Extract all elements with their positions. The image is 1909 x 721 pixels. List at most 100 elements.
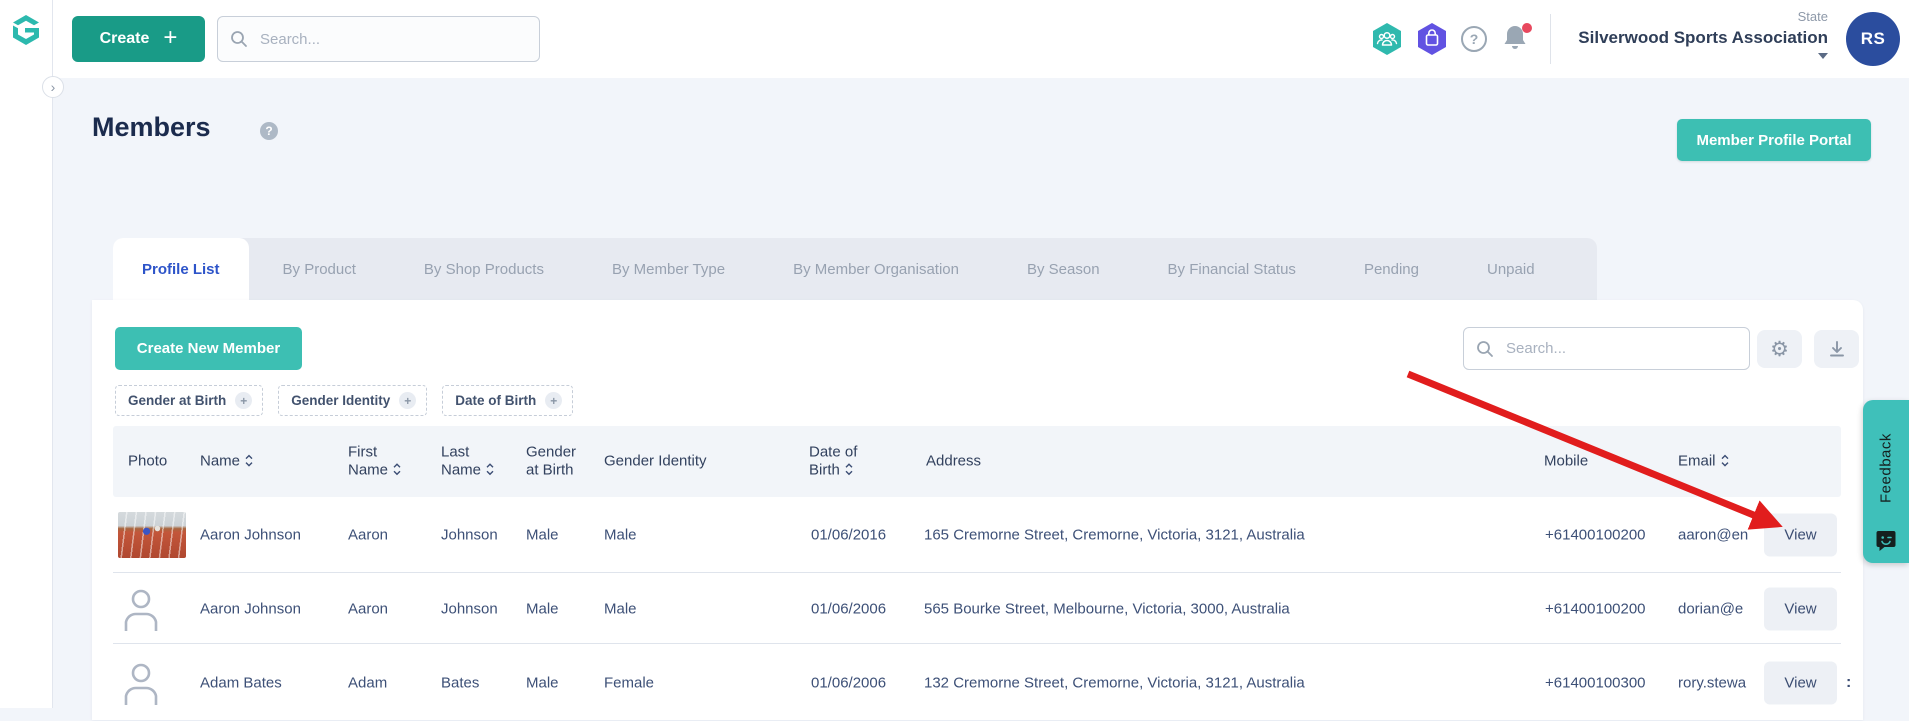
- column-header-mobile: Mobile: [1544, 452, 1589, 470]
- feedback-label: Feedback: [1877, 433, 1895, 503]
- sort-icon: [1721, 454, 1729, 467]
- chevron-down-icon: [1818, 53, 1828, 59]
- column-header-photo: Photo: [128, 452, 168, 470]
- membership-hub-button[interactable]: [1371, 22, 1403, 56]
- cell-gender-at-birth: Male: [526, 674, 559, 691]
- create-button-label: Create: [99, 30, 150, 47]
- feedback-smiley-icon: [1876, 531, 1896, 551]
- content-card: Create New Member ⚙ Gender at Birth + Ge…: [92, 300, 1863, 720]
- tab-by-shop-products[interactable]: By Shop Products: [423, 260, 544, 278]
- column-header-date-of-birth[interactable]: Date of Birth: [809, 442, 858, 479]
- shop-hub-button[interactable]: [1416, 22, 1448, 56]
- org-selector[interactable]: State Silverwood Sports Association: [1560, 9, 1828, 66]
- cell-email: dorian@e: [1678, 600, 1744, 617]
- column-header-name[interactable]: Name: [200, 452, 254, 471]
- tab-by-member-organisation[interactable]: By Member Organisation: [793, 260, 959, 278]
- view-button[interactable]: View: [1764, 587, 1837, 630]
- filter-chip-gender-identity[interactable]: Gender Identity +: [278, 385, 428, 416]
- bell-icon: [1504, 26, 1526, 49]
- feedback-tab[interactable]: Feedback: [1863, 400, 1909, 563]
- view-button[interactable]: View: [1764, 513, 1837, 556]
- create-button[interactable]: Create +: [72, 16, 205, 62]
- search-icon: [231, 31, 247, 47]
- sort-icon: [245, 454, 253, 467]
- user-avatar[interactable]: RS: [1846, 12, 1900, 66]
- avatar-placeholder-icon: [124, 589, 158, 631]
- cell-gender-identity: Female: [604, 674, 655, 691]
- column-header-gender-identity: Gender Identity: [604, 452, 707, 470]
- filter-chip-date-of-birth[interactable]: Date of Birth +: [442, 385, 574, 416]
- avatar-placeholder-icon: [124, 663, 158, 705]
- gameday-logo: [13, 15, 39, 45]
- create-new-member-button[interactable]: Create New Member: [115, 327, 302, 370]
- cell-gender-at-birth: Male: [526, 600, 559, 617]
- cell-first-name: Aaron: [348, 526, 389, 543]
- add-filter-icon: +: [399, 392, 417, 409]
- cell-gender-identity: Male: [604, 526, 637, 543]
- org-level-label: State: [1797, 9, 1828, 24]
- column-header-last-name[interactable]: Last Name: [441, 443, 505, 481]
- cell-date-of-birth: 01/06/2016: [811, 526, 887, 543]
- tab-by-season[interactable]: By Season: [1026, 260, 1100, 278]
- membership-hexagon-icon: [1373, 23, 1401, 55]
- sort-icon: [845, 463, 853, 476]
- cell-first-name: Adam: [348, 674, 388, 691]
- member-profile-portal-button[interactable]: Member Profile Portal: [1677, 119, 1871, 161]
- cell-gender-at-birth: Male: [526, 526, 559, 543]
- view-button[interactable]: View: [1764, 661, 1837, 704]
- tab-by-product[interactable]: By Product: [282, 260, 356, 278]
- cell-mobile: +61400100200: [1545, 600, 1646, 617]
- cell-address: 132 Cremorne Street, Cremorne, Victoria,…: [924, 674, 1305, 691]
- avatar-initials: RS: [1860, 29, 1886, 48]
- help-button[interactable]: ?: [1461, 26, 1487, 52]
- sort-icon: [393, 463, 401, 476]
- notification-dot: [1522, 23, 1532, 33]
- cell-email: aaron@en: [1678, 526, 1749, 543]
- sidebar: [0, 0, 53, 708]
- table-settings-button[interactable]: ⚙: [1757, 330, 1802, 368]
- download-button[interactable]: [1814, 330, 1859, 368]
- tab-unpaid[interactable]: Unpaid: [1487, 260, 1535, 278]
- table-row: Adam Bates Adam Bates Male Female 01/06/…: [113, 643, 1851, 721]
- topbar: Create +: [0, 0, 1909, 78]
- cell-date-of-birth: 01/06/2006: [811, 600, 887, 617]
- cell-email: rory.stewa: [1678, 674, 1747, 691]
- cell-first-name: Aaron: [348, 600, 389, 617]
- table-row: Aaron Johnson Aaron Johnson Male Male 01…: [113, 572, 1841, 644]
- global-search: [217, 16, 540, 62]
- cell-mobile: +61400100300: [1545, 674, 1646, 691]
- filter-chips: Gender at Birth + Gender Identity + Date…: [115, 385, 574, 416]
- tab-by-financial-status[interactable]: By Financial Status: [1167, 260, 1296, 278]
- overflow-indicator: :: [1846, 673, 1852, 691]
- tab-profile-list[interactable]: Profile List: [113, 238, 249, 300]
- download-icon: [1829, 341, 1844, 357]
- topbar-divider: [1550, 14, 1551, 64]
- cell-address: 165 Cremorne Street, Cremorne, Victoria,…: [924, 526, 1305, 543]
- filter-chip-gender-at-birth[interactable]: Gender at Birth +: [115, 385, 264, 416]
- chevron-right-icon: ›: [50, 79, 56, 95]
- cell-last-name: Bates: [441, 674, 480, 691]
- gear-icon: ⚙: [1770, 337, 1789, 361]
- org-name: Silverwood Sports Association: [1578, 28, 1828, 47]
- table-search-input[interactable]: [1504, 339, 1737, 358]
- cell-last-name: Johnson: [441, 526, 498, 543]
- sidebar-expander[interactable]: ›: [42, 76, 64, 98]
- table-row: Aaron Johnson Aaron Johnson Male Male 01…: [113, 497, 1841, 572]
- column-header-first-name[interactable]: First Name: [348, 443, 412, 481]
- cell-mobile: +61400100200: [1545, 526, 1646, 543]
- notifications-button[interactable]: [1502, 23, 1532, 55]
- table-header: Photo Name First Name Last Name Gender a…: [113, 426, 1841, 497]
- column-header-email[interactable]: Email: [1678, 452, 1730, 471]
- tab-bar: Profile List By Product By Shop Products…: [113, 238, 1597, 300]
- add-filter-icon: +: [235, 392, 253, 409]
- column-header-address: Address: [926, 452, 982, 470]
- page-title: Members: [92, 112, 211, 142]
- cell-name: Aaron Johnson: [200, 526, 301, 543]
- page-help-button[interactable]: ?: [260, 122, 278, 140]
- tab-by-member-type[interactable]: By Member Type: [611, 260, 726, 278]
- add-filter-icon: +: [545, 392, 563, 409]
- cell-gender-identity: Male: [604, 600, 637, 617]
- tab-pending[interactable]: Pending: [1363, 260, 1419, 278]
- global-search-input[interactable]: [258, 29, 527, 49]
- cell-last-name: Johnson: [441, 600, 498, 617]
